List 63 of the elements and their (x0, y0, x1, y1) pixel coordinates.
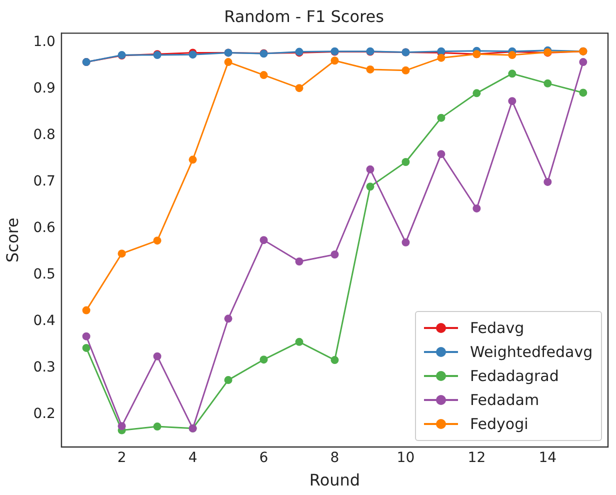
point (188, 156, 197, 164)
point (118, 250, 126, 258)
point (224, 314, 232, 323)
point (260, 71, 268, 80)
point (544, 79, 552, 88)
chart-title: Random - F1 Scores (224, 6, 384, 26)
x-tick-label: 10 (396, 450, 415, 466)
y-tick-label: 0.3 (33, 360, 56, 376)
point (508, 51, 516, 60)
x-tick-label: 4 (188, 450, 198, 466)
legend-label: Fedavg (470, 319, 524, 337)
y-tick-label: 0.6 (33, 220, 56, 236)
point (260, 236, 268, 244)
point (295, 84, 304, 92)
x-tick-label: 2 (117, 450, 126, 466)
point (437, 114, 446, 122)
point (402, 66, 410, 74)
point (153, 352, 162, 360)
point (472, 89, 481, 98)
point (224, 58, 232, 66)
point (508, 97, 516, 106)
point (295, 257, 304, 266)
x-tick-label: 6 (259, 450, 268, 466)
x-tick-label: 14 (538, 450, 557, 466)
point (402, 158, 410, 166)
point (508, 70, 516, 78)
point (153, 422, 162, 431)
y-axis-title: Score (2, 218, 22, 263)
point (153, 236, 162, 245)
point (82, 344, 90, 352)
y-tick-label: 0.5 (33, 266, 56, 283)
y-tick-label: 0.8 (33, 127, 56, 144)
point (437, 54, 446, 62)
point (330, 250, 339, 259)
point (82, 332, 90, 340)
legend-label: Fedadagrad (470, 367, 559, 385)
x-axis-title: Round (309, 470, 360, 490)
point (402, 238, 410, 246)
point (82, 306, 90, 314)
y-tick-label: 0.9 (33, 80, 56, 97)
point (366, 165, 374, 174)
legend-label: Weightedfedavg (470, 343, 593, 361)
point (579, 58, 588, 66)
x-tick-label: 12 (468, 450, 486, 466)
point (260, 356, 268, 364)
x-tick-label: 8 (330, 450, 340, 466)
y-tick-label: 1.0 (33, 34, 56, 50)
point (544, 178, 552, 186)
legend-label: Fedyogi (470, 415, 528, 433)
point (118, 422, 126, 430)
point (224, 376, 232, 384)
y-tick-label: 0.2 (33, 406, 56, 422)
y-tick-label: 0.4 (33, 313, 56, 330)
point (366, 182, 374, 191)
point (295, 338, 304, 346)
legend-label: Fedadam (470, 391, 540, 409)
point (472, 204, 481, 212)
point (579, 88, 588, 97)
y-tick-label: 0.7 (33, 174, 56, 190)
point (437, 150, 446, 158)
point (366, 65, 374, 74)
point (330, 356, 339, 364)
point (330, 56, 339, 65)
